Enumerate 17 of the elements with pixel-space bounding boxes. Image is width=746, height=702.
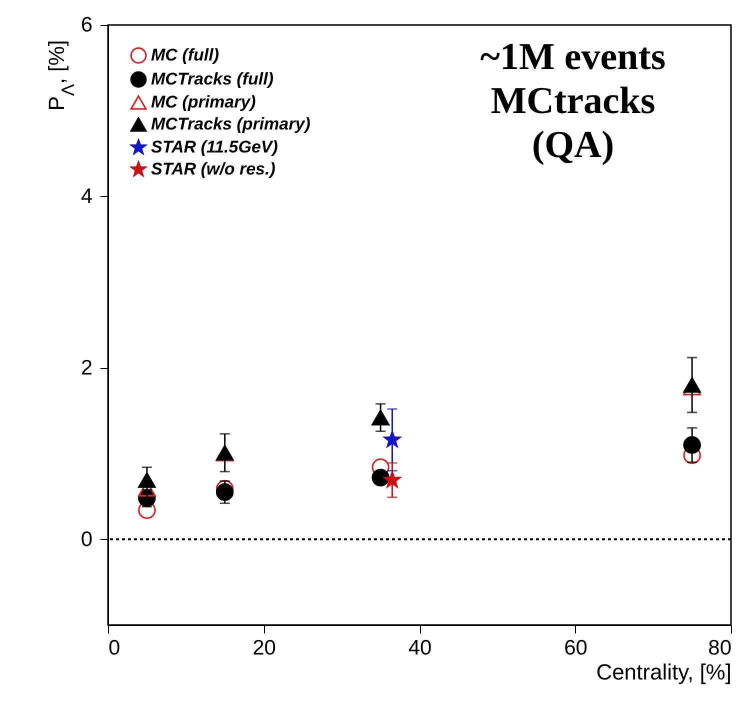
legend-label: MC (full) [151,46,220,64]
x-axis-title: Centrality, [%] [596,660,732,684]
legend-label: MCTracks (primary) [151,114,311,134]
legend-label: STAR (w/o res.) [151,160,276,178]
legend-label: MC (primary) [151,92,256,112]
y-tick-label: 6 [80,14,92,36]
legend-label: MCTracks (full) [151,70,274,88]
y-tick-label: 0 [80,528,92,551]
annotation: ~1M events MCtracks (QA) [480,36,666,166]
x-tick-label: 60 [564,636,588,660]
x-tick-label: 20 [252,636,276,660]
x-tick-label: 80 [708,636,732,660]
legend-label: STAR (11.5GeV) [151,138,278,156]
y-tick-label: 4 [80,184,93,208]
y-tick-label: 2 [80,356,92,380]
x-tick-label: 40 [408,636,432,660]
x-tick-label: 0 [108,636,120,660]
